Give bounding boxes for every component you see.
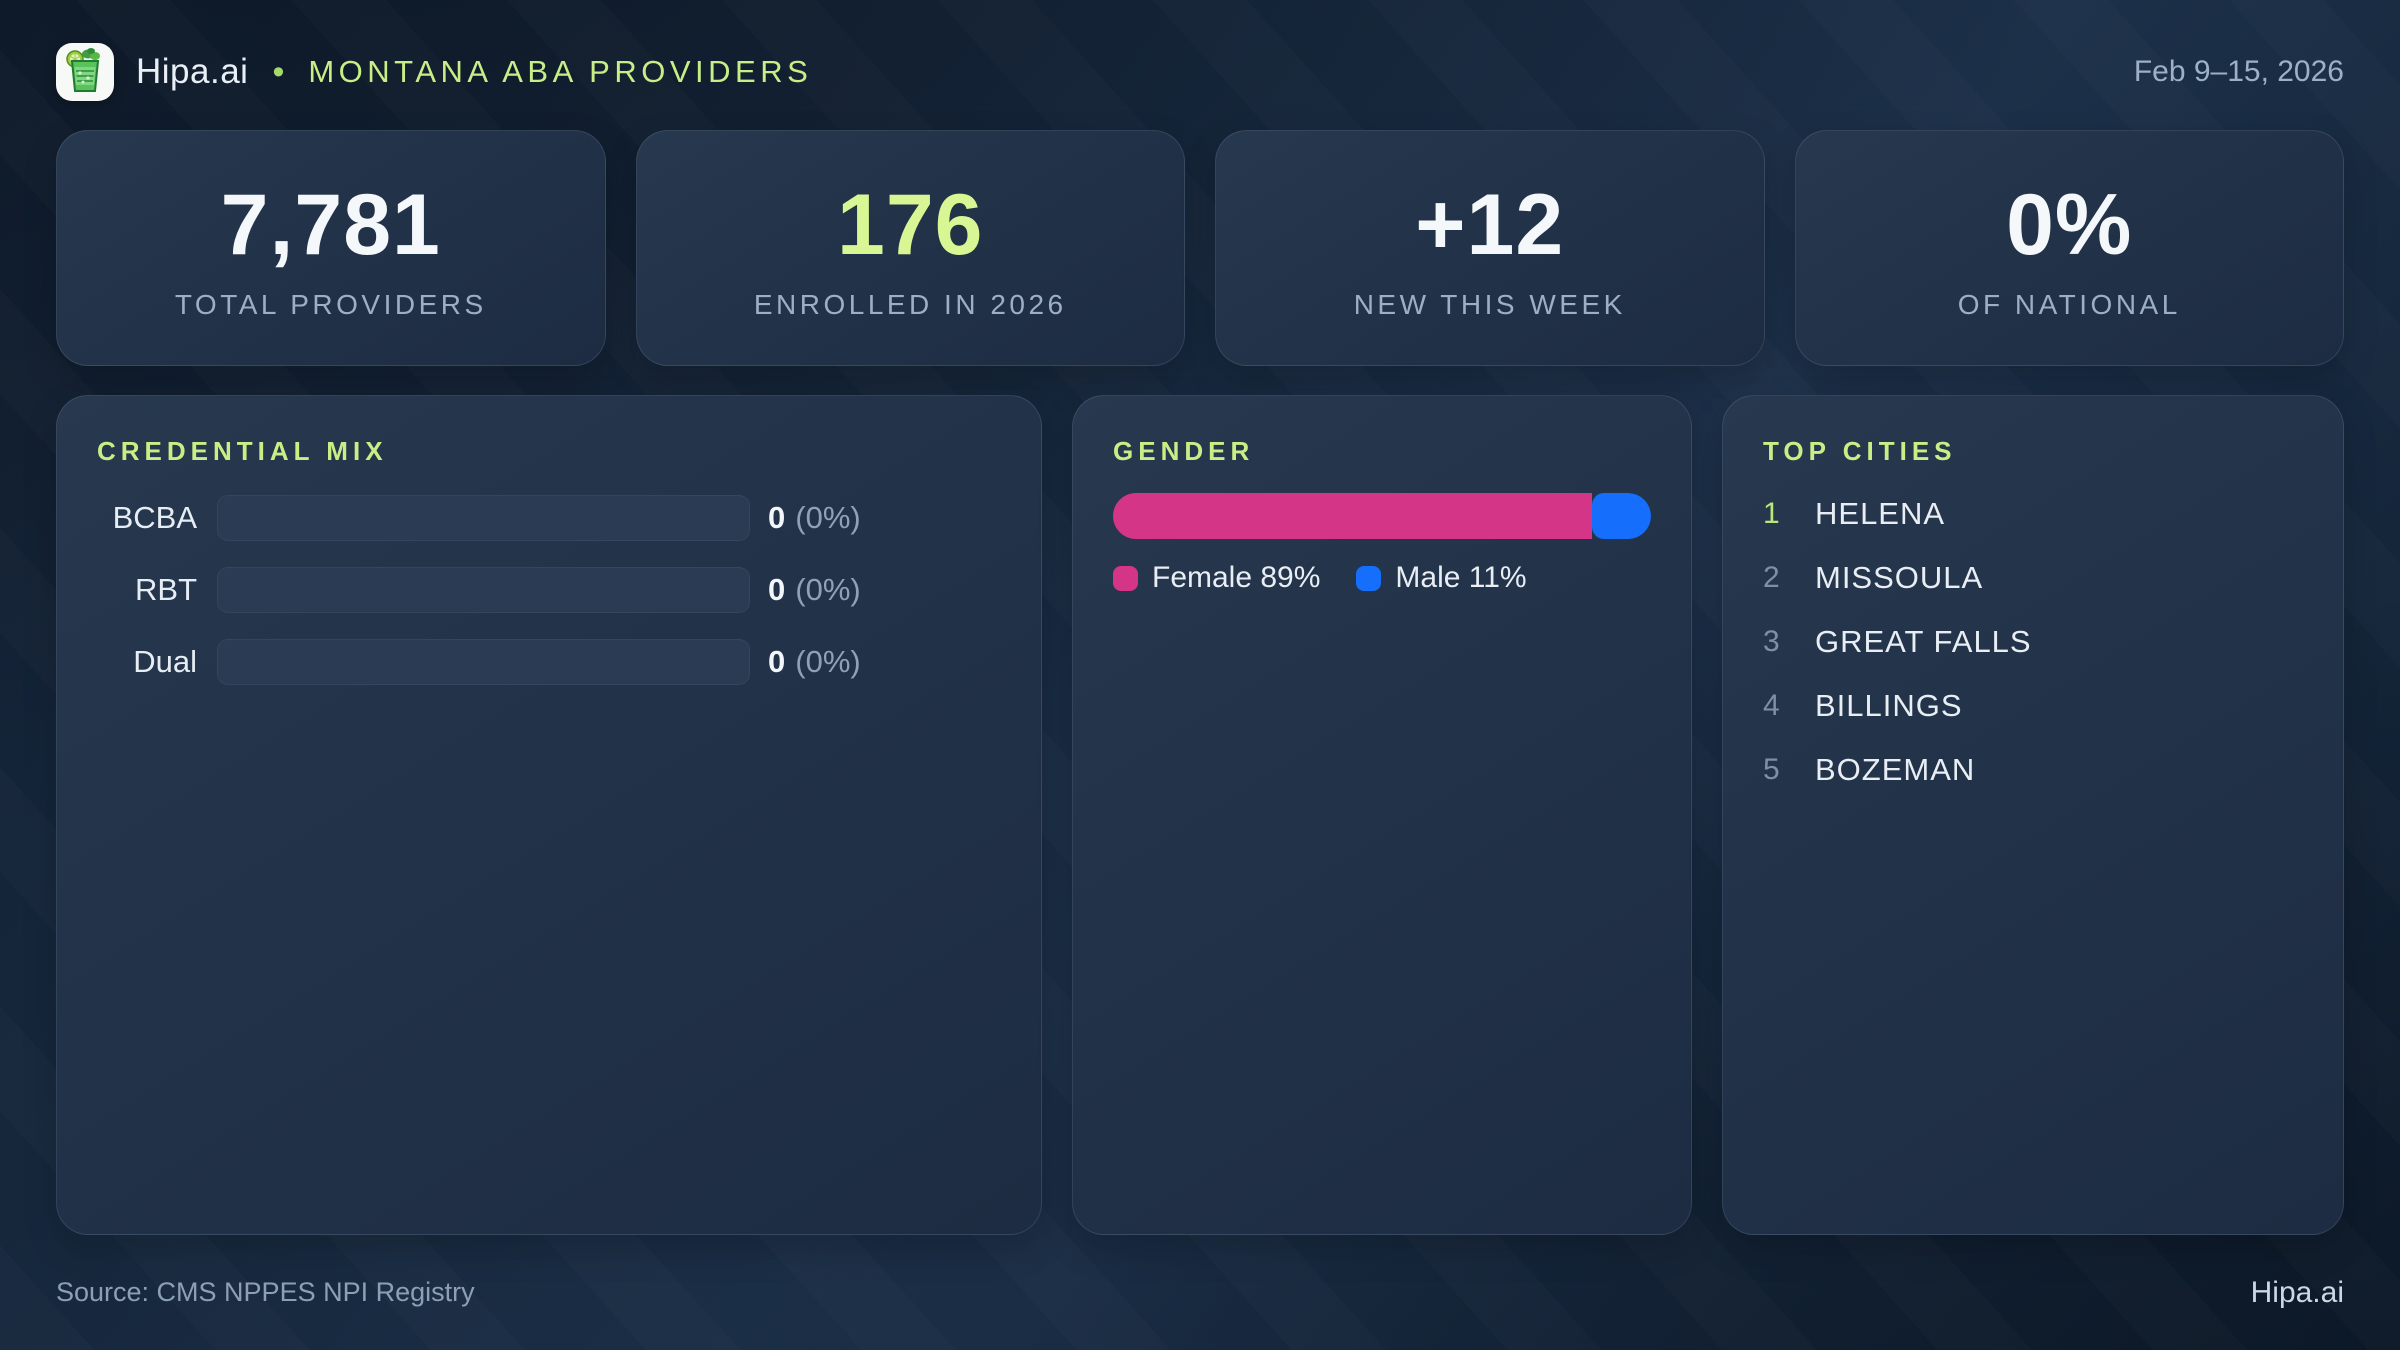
panel-title: TOP CITIES — [1763, 436, 1957, 466]
stat-card-new-this-week: +12 NEW THIS WEEK — [1215, 130, 1765, 366]
credential-percent: (0%) — [795, 572, 861, 607]
panels-row: CREDENTIAL MIX BCBA 0 (0%) RBT 0 (0%) — [56, 395, 2344, 1235]
city-rank: 1 — [1763, 497, 1780, 530]
legend-item-female: Female 89% — [1113, 561, 1320, 595]
stat-card-of-national: 0% OF NATIONAL — [1794, 130, 2344, 366]
credential-row-dual: Dual 0 (0%) — [97, 639, 1001, 685]
stat-value: 176 — [837, 176, 984, 273]
credential-percent: (0%) — [795, 500, 861, 535]
top-cities-panel: TOP CITIES 1 HELENA 2 MISSOULA 3 GREAT F… — [1722, 395, 2344, 1235]
legend-label: Female 89% — [1152, 561, 1321, 594]
city-row: 1 HELENA — [1763, 491, 2303, 537]
legend-label: Male 11% — [1395, 561, 1527, 594]
city-rank: 2 — [1763, 561, 1780, 594]
stat-value: +12 — [1415, 176, 1565, 273]
city-row: 4 BILLINGS — [1763, 683, 2303, 729]
male-swatch-icon — [1356, 565, 1382, 591]
credential-label: RBT — [135, 572, 197, 607]
mojito-glass-icon — [64, 47, 106, 98]
stat-label: TOTAL PROVIDERS — [174, 288, 487, 320]
city-name: BOZEMAN — [1815, 752, 1976, 787]
credential-count: 0 — [768, 644, 786, 679]
credential-bar-track — [217, 567, 750, 613]
city-name: BILLINGS — [1815, 688, 1963, 723]
credential-value: 0 (0%) — [768, 644, 861, 680]
panel-title: GENDER — [1113, 436, 1255, 466]
stat-label: NEW THIS WEEK — [1353, 288, 1626, 320]
data-source-note: Source: CMS NPPES NPI Registry — [56, 1277, 475, 1307]
gender-stacked-bar — [1113, 493, 1651, 539]
header: Hipa.ai • MONTANA ABA PROVIDERS Feb 9–15… — [0, 0, 2400, 104]
city-name: GREAT FALLS — [1815, 624, 2032, 659]
credential-row-rbt: RBT 0 (0%) — [97, 567, 1001, 613]
stat-label: ENROLLED IN 2026 — [753, 288, 1067, 320]
female-swatch-icon — [1113, 565, 1138, 591]
stat-value: 0% — [2006, 176, 2133, 273]
gender-legend: Female 89% Male 11% — [1113, 561, 1651, 595]
legend-item-male: Male 11% — [1356, 561, 1527, 595]
date-range: Feb 9–15, 2026 — [2133, 55, 2344, 88]
stats-row: 7,781 TOTAL PROVIDERS 176 ENROLLED IN 20… — [56, 130, 2344, 366]
brand-name: Hipa.ai — [136, 52, 249, 91]
credential-row-bcba: BCBA 0 (0%) — [97, 495, 1001, 541]
city-rank: 5 — [1763, 753, 1780, 786]
footer-brand: Hipa.ai — [2250, 1275, 2344, 1309]
credential-mix-panel: CREDENTIAL MIX BCBA 0 (0%) RBT 0 (0%) — [56, 395, 1042, 1235]
credential-label: BCBA — [112, 500, 197, 535]
city-name: MISSOULA — [1815, 560, 1984, 595]
credential-count: 0 — [768, 572, 786, 607]
stat-value: 7,781 — [220, 176, 441, 273]
app-logo — [56, 43, 114, 101]
credential-percent: (0%) — [795, 644, 861, 679]
credential-label: Dual — [133, 644, 197, 679]
credential-rows: BCBA 0 (0%) RBT 0 (0%) Dual — [97, 495, 1001, 685]
panel-title: CREDENTIAL MIX — [97, 436, 388, 466]
credential-bar-track — [217, 495, 750, 541]
city-row: 5 BOZEMAN — [1763, 747, 2303, 793]
city-list: 1 HELENA 2 MISSOULA 3 GREAT FALLS 4 BILL… — [1763, 491, 2303, 793]
title-separator-dot: • — [272, 52, 285, 91]
city-rank: 3 — [1763, 625, 1780, 658]
city-row: 3 GREAT FALLS — [1763, 619, 2303, 665]
gender-bar-female-segment — [1113, 493, 1592, 539]
credential-value: 0 (0%) — [768, 500, 861, 536]
city-name: HELENA — [1815, 496, 1946, 531]
stat-label: OF NATIONAL — [1957, 288, 2181, 320]
city-row: 2 MISSOULA — [1763, 555, 2303, 601]
credential-bar-track — [217, 639, 750, 685]
stat-card-enrolled: 176 ENROLLED IN 2026 — [635, 130, 1185, 366]
page-title: MONTANA ABA PROVIDERS — [308, 54, 813, 89]
credential-count: 0 — [768, 500, 786, 535]
footer: Source: CMS NPPES NPI Registry Hipa.ai — [56, 1235, 2344, 1350]
credential-value: 0 (0%) — [768, 572, 861, 608]
stat-card-total-providers: 7,781 TOTAL PROVIDERS — [56, 130, 606, 366]
city-rank: 4 — [1763, 689, 1780, 722]
gender-bar-male-segment — [1591, 493, 1651, 539]
gender-panel: GENDER Female 89% Male 11% — [1072, 395, 1692, 1235]
